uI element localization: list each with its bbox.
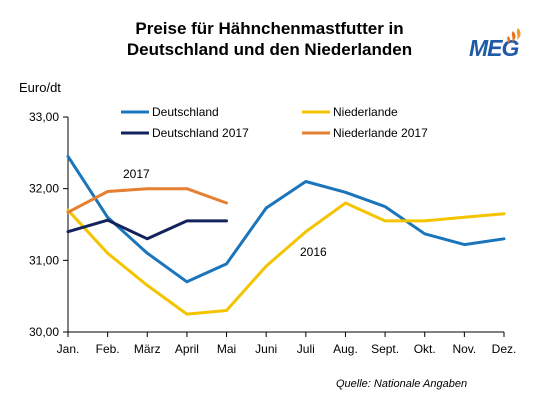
x-tick-label: März [134,342,161,356]
x-tick-label: Juli [297,342,315,356]
chart-title-line-2: Deutschland und den Niederlanden [126,40,413,59]
x-tick-label: Feb. [96,342,120,356]
legend: Deutschland Niederlande Deutschland 2017 Ni… [121,105,428,140]
annotations: 2017 2016 [123,167,327,259]
source-note: Quelle: Nationale Angaben [336,378,468,390]
x-tick-label: Mai [217,342,236,356]
x-tick-label: Nov. [452,342,476,356]
x-tick-label: Sept. [371,342,399,356]
series-line-deutschland-2017 [66,218,228,241]
chart-title: Preise für Hähnchenmastfutter in Deutsch… [0,18,539,60]
y-tick-label: 31,00 [29,253,59,267]
series-line-niederlande-2017 [66,187,228,214]
y-tick-label: 33,00 [29,110,59,124]
x-tick-label: April [175,342,199,356]
legend-label: Niederlande [333,105,398,119]
annotation-label: 2017 [123,167,150,181]
legend-label: Niederlande 2017 [333,126,428,140]
x-tick-label: Aug. [333,342,358,356]
flame-icon [507,28,521,44]
x-tick-label: Dez. [492,342,517,356]
axes: 33,00 32,00 31,00 30,00 Jan. Feb. März April Mai… [29,110,516,356]
legend-label: Deutschland [152,105,219,119]
x-tick-label: Juni [255,342,277,356]
legend-label: Deutschland 2017 [152,126,249,140]
series-line-deutschland [66,154,506,284]
meg-logo-text: MEG [469,35,520,61]
y-axis-unit: Euro/dt [19,80,61,95]
x-tick-label: Okt. [414,342,436,356]
series-line-niederlande [66,201,506,316]
annotation-label: 2016 [300,245,327,259]
x-tick-label: Jan. [57,342,80,356]
series-lines [66,154,506,316]
chart-title-line-1: Preise für Hähnchenmastfutter in [135,19,404,38]
y-tick-label: 30,00 [29,325,59,339]
meg-logo: MEG [469,28,521,61]
y-tick-label: 32,00 [29,182,59,196]
